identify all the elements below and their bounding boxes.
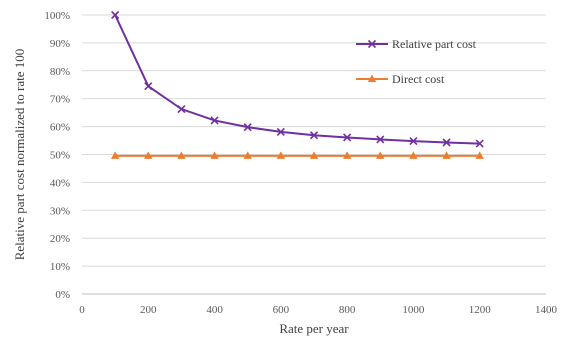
triangle-marker	[367, 74, 377, 82]
x-tick-label: 600	[273, 304, 290, 316]
legend: Relative part cost Direct cost	[356, 37, 477, 86]
x-marker	[210, 116, 219, 125]
triangle-marker	[342, 151, 352, 159]
y-tick-label: 30%	[50, 205, 70, 217]
x-marker	[475, 139, 484, 148]
x-tick-label: 1200	[469, 304, 492, 316]
y-tick-label: 60%	[50, 122, 70, 134]
triangle-marker	[177, 151, 186, 159]
x-marker	[409, 137, 418, 146]
y-tick-label: 20%	[50, 233, 70, 245]
y-tick-label: 90%	[50, 38, 70, 50]
y-tick-label: 10%	[50, 261, 70, 273]
x-tick-label: 1400	[535, 304, 558, 316]
x-axis-title: Rate per year	[279, 321, 349, 336]
x-marker	[111, 10, 120, 20]
triangle-marker	[243, 151, 252, 159]
x-tick-label: 400	[206, 304, 223, 316]
triangle-marker	[276, 151, 286, 159]
x-tick-label: 200	[140, 304, 157, 316]
triangle-marker	[309, 151, 319, 159]
triangle-marker	[376, 151, 385, 159]
axes: 0% 10% 20% 30% 40% 50% 60% 70% 80% 90% 100% 0 200 400…	[44, 10, 557, 316]
y-tick-label: 100%	[44, 10, 70, 22]
x-tick-label: 0	[79, 304, 85, 316]
triangle-marker	[210, 151, 219, 159]
x-marker	[343, 133, 352, 142]
legend-item: Relative part cost	[356, 37, 477, 51]
y-tick-label: 50%	[50, 150, 70, 162]
triangle-marker	[442, 151, 451, 159]
triangle-marker	[475, 151, 484, 159]
x-marker	[276, 127, 285, 136]
x-marker	[367, 39, 377, 49]
x-marker	[144, 82, 153, 91]
y-tick-label: 80%	[50, 66, 70, 78]
legend-label: Relative part cost	[392, 37, 477, 51]
x-marker	[243, 123, 252, 132]
triangle-marker	[409, 151, 418, 159]
triangle-marker	[110, 151, 120, 159]
series-line	[114, 14, 480, 145]
x-marker	[376, 135, 385, 144]
triangle-marker	[144, 151, 153, 159]
series-direct-cost	[110, 151, 484, 159]
x-marker	[442, 138, 451, 147]
series	[110, 10, 484, 159]
x-tick-label: 1000	[402, 304, 425, 316]
series-relative-part-cost	[111, 10, 484, 148]
x-marker	[309, 131, 319, 140]
y-axis-title: Relative part cost normalized to rate 10…	[12, 49, 27, 261]
y-tick-label: 70%	[50, 94, 70, 106]
y-tick-label: 40%	[50, 177, 70, 189]
legend-label: Direct cost	[392, 72, 445, 86]
legend-item: Direct cost	[356, 72, 445, 86]
x-marker	[177, 104, 186, 114]
y-tick-label: 0%	[55, 289, 70, 301]
x-tick-label: 800	[339, 304, 356, 316]
